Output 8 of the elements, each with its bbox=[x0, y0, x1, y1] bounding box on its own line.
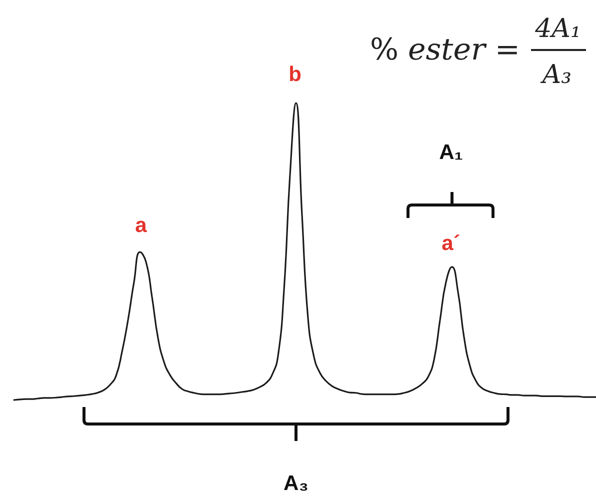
text: A₃ bbox=[284, 472, 308, 496]
annotation: a´ bbox=[442, 232, 460, 256]
annotation: A₁ bbox=[439, 141, 463, 165]
text: b bbox=[288, 63, 302, 87]
text: % ester = bbox=[370, 32, 520, 68]
text: A₃ bbox=[542, 60, 572, 90]
annotation: a bbox=[135, 214, 147, 238]
text: 4A₁ bbox=[535, 14, 581, 44]
